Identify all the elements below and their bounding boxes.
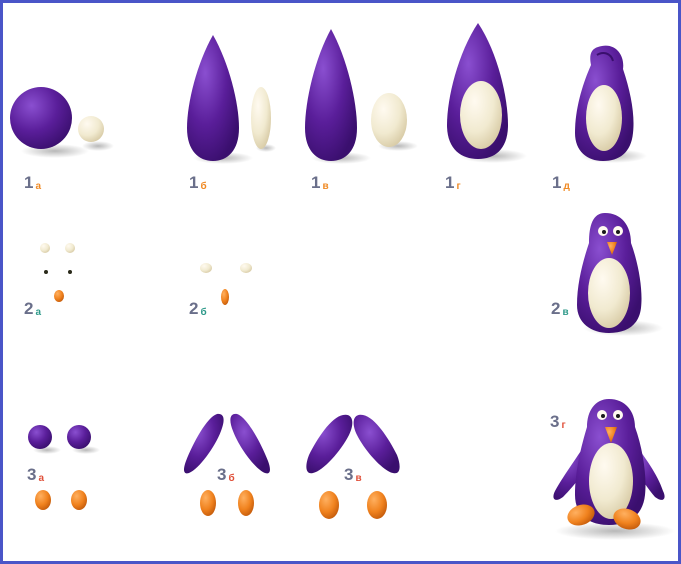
step-number: 1 (311, 173, 321, 192)
step-sub-letter: а (35, 307, 42, 318)
orange-beak (54, 290, 64, 302)
step-sub-letter: д (563, 181, 570, 192)
orange-foot (200, 490, 216, 516)
eye-ball (240, 263, 252, 273)
step-sub-letter: а (38, 473, 45, 484)
cream-oval-belly (251, 87, 271, 149)
cream-oval-belly (588, 258, 630, 328)
orange-foot (367, 491, 387, 519)
step-number: 1 (445, 173, 455, 192)
pupil (616, 414, 620, 418)
pupil (601, 414, 605, 418)
orange-foot-piece (71, 490, 87, 510)
purple-wing (230, 413, 270, 474)
cream-oval-belly (371, 93, 407, 147)
step-sub-letter: б (228, 473, 235, 484)
step-number: 3 (550, 412, 560, 431)
cream-ball (78, 116, 104, 142)
step-3b-pieces (184, 413, 270, 516)
step-3a-pieces (28, 425, 100, 510)
cream-oval-belly (460, 81, 502, 149)
step-sub-letter: в (355, 473, 362, 484)
step-1v-pieces (305, 29, 418, 164)
eye-ball (200, 263, 212, 273)
purple-wing (184, 413, 224, 474)
orange-foot (238, 490, 254, 516)
purple-teardrop-body (187, 35, 239, 161)
step-3g-finished-penguin (553, 399, 675, 540)
orange-foot (613, 508, 641, 530)
step-number: 2 (551, 299, 561, 318)
step-sub-letter: в (562, 307, 569, 318)
step-number: 1 (189, 173, 199, 192)
cream-oval-belly (586, 85, 622, 151)
purple-wing (353, 414, 400, 474)
orange-beak (221, 289, 229, 305)
eye-ball (65, 243, 75, 253)
step-2a-pieces (40, 243, 75, 302)
orange-foot (319, 491, 339, 519)
pupil (44, 270, 48, 274)
step-sub-letter: в (322, 181, 329, 192)
step-3v-pieces (306, 414, 400, 519)
orange-beak (607, 242, 617, 255)
step-number: 1 (552, 173, 562, 192)
pupil (602, 230, 606, 234)
step-2v-penguin (577, 213, 663, 336)
step-number: 2 (24, 299, 34, 318)
step-number: 2 (189, 299, 199, 318)
step-number: 1 (24, 173, 34, 192)
step-sub-letter: а (35, 181, 42, 192)
purple-ball (28, 425, 52, 449)
purple-teardrop-body (305, 29, 357, 161)
purple-ball (67, 425, 91, 449)
eye-ball (40, 243, 50, 253)
step-number: 3 (217, 465, 227, 484)
step-number: 3 (344, 465, 354, 484)
step-number: 3 (27, 465, 37, 484)
orange-foot (567, 504, 595, 526)
step-1d-pieces (575, 45, 647, 163)
step-sub-letter: г (561, 420, 566, 431)
purple-wing (306, 414, 353, 474)
orange-foot-piece (35, 490, 51, 510)
penguin-steps-illustration (10, 23, 675, 540)
cream-oval-belly (589, 443, 633, 519)
purple-ball (10, 87, 72, 149)
pupil (616, 230, 620, 234)
step-2b-pieces (200, 263, 252, 305)
step-1a-pieces (10, 87, 114, 158)
step-1b-pieces (187, 35, 276, 164)
step-sub-letter: б (200, 181, 207, 192)
step-sub-letter: б (200, 307, 207, 318)
step-sub-letter: г (456, 181, 461, 192)
pupil (68, 270, 72, 274)
orange-beak (605, 427, 617, 443)
step-1g-pieces (447, 23, 527, 163)
